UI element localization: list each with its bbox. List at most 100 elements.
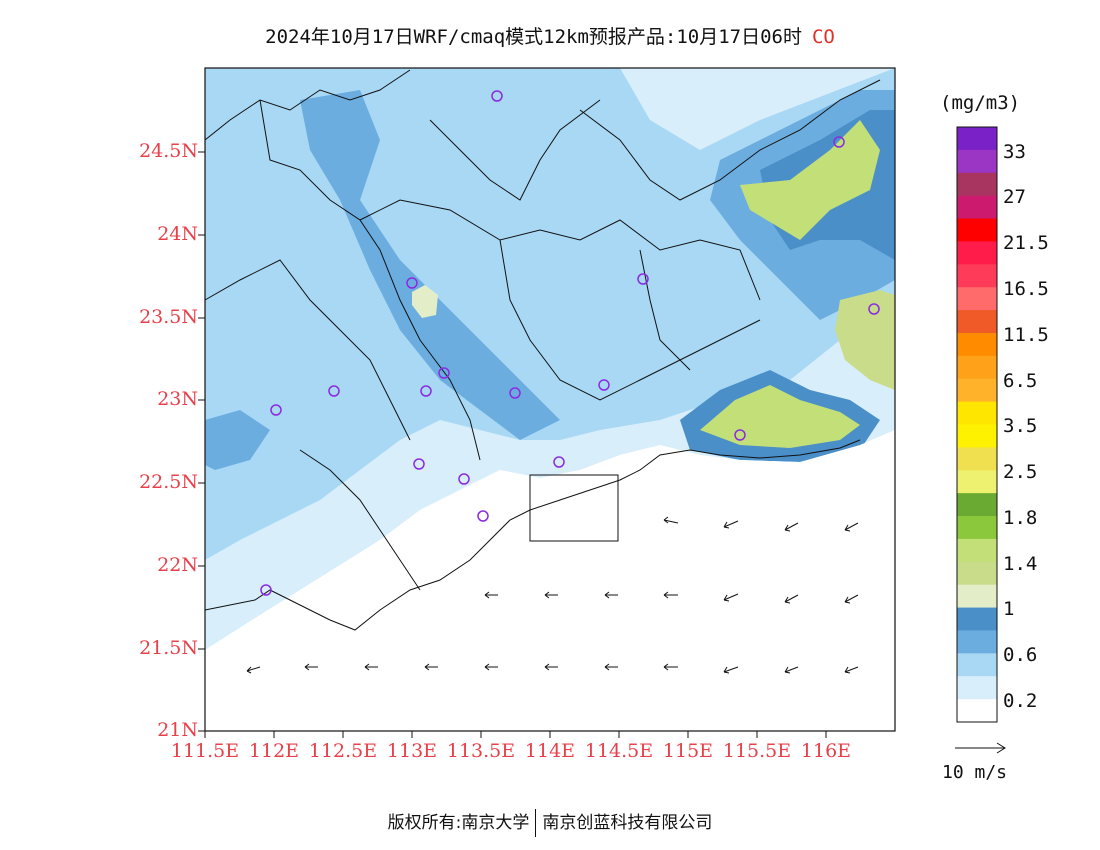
wind-arrow	[246, 666, 261, 674]
colorbar-swatch	[957, 607, 997, 631]
station-marker	[438, 367, 450, 379]
colorbar-label: 21.5	[1003, 232, 1049, 254]
colorbar-label: 1.4	[1003, 553, 1038, 575]
wind-arrow	[844, 594, 859, 604]
x-tick-label: 113E	[386, 740, 438, 762]
colorbar-swatch	[957, 127, 997, 151]
wind-arrow	[784, 522, 799, 532]
station-marker	[868, 303, 880, 315]
station-marker	[509, 387, 521, 399]
station-marker	[270, 404, 282, 416]
station-marker	[328, 385, 340, 397]
colorbar-swatch	[957, 401, 997, 425]
x-tick-label: 113.5E	[446, 740, 516, 762]
colorbar-label: 11.5	[1003, 324, 1049, 346]
station-marker	[598, 379, 610, 391]
station-marker	[553, 456, 565, 468]
wind-arrow	[784, 666, 799, 674]
station-marker	[420, 385, 432, 397]
station-marker	[458, 473, 470, 485]
colorbar-swatch	[957, 561, 997, 586]
co-field-ne-green	[740, 120, 880, 240]
sea-area	[205, 430, 895, 731]
station-marker	[413, 458, 425, 470]
station-marker	[406, 277, 418, 289]
x-tick-label: 116E	[800, 740, 852, 762]
colorbar-swatch	[957, 332, 997, 357]
co-field-west-patch	[205, 410, 270, 470]
colorbar-swatch	[957, 264, 997, 288]
wind-arrow	[844, 666, 859, 674]
footer-right: 南京创蓝科技有限公司	[542, 813, 713, 833]
hk-box	[529, 474, 619, 542]
colorbar-label: 1	[1003, 598, 1015, 620]
x-tick-label: 111.5E	[170, 740, 240, 762]
y-tick-label: 23N	[157, 388, 198, 410]
wind-arrow	[844, 522, 859, 532]
co-field-coast-green	[700, 385, 860, 448]
y-tick-label: 21N	[157, 719, 198, 741]
x-tick-label: 115.5E	[722, 740, 792, 762]
wind-arrow	[604, 591, 618, 599]
wind-legend-arrow	[955, 742, 1006, 754]
wind-arrow	[424, 663, 438, 671]
x-tick-label: 114E	[524, 740, 576, 762]
colorbar-swatch	[957, 538, 997, 563]
wind-arrow	[484, 663, 498, 671]
colorbar-swatch	[957, 241, 997, 265]
y-tick-label: 21.5N	[139, 637, 198, 659]
wind-arrow	[304, 663, 318, 671]
station-marker	[734, 429, 746, 441]
boundaries	[204, 69, 881, 591]
station-marker	[260, 584, 272, 596]
colorbar-swatch	[957, 699, 997, 723]
colorbar-label: 33	[1003, 141, 1026, 163]
colorbar-frame	[956, 126, 998, 723]
colorbar	[956, 126, 998, 723]
wind-arrow	[364, 663, 378, 671]
colorbar-swatch	[957, 378, 997, 403]
station-marker	[833, 136, 845, 148]
colorbar-swatch	[957, 470, 997, 494]
colorbar-label: 0.2	[1003, 690, 1038, 712]
wind-arrow	[484, 591, 498, 599]
x-tick-label: 114.5E	[584, 740, 654, 762]
colorbar-swatch	[957, 653, 997, 677]
map-title: 2024年10月17日WRF/cmaq模式12km预报产品:10月17日06时 C…	[0, 22, 1100, 49]
coastline	[204, 439, 861, 631]
y-tick-label: 24.5N	[139, 140, 198, 162]
colorbar-swatch	[957, 172, 997, 197]
colorbar-swatch	[957, 516, 997, 540]
colorbar-label: 16.5	[1003, 278, 1049, 300]
wind-arrow	[723, 593, 739, 602]
wind-arrow	[663, 516, 679, 524]
colorbar-unit: (mg/m3)	[940, 92, 1021, 114]
wind-arrow	[544, 591, 558, 599]
x-tick-label: 112.5E	[308, 740, 378, 762]
station-marker	[491, 90, 503, 102]
colorbar-label: 0.6	[1003, 644, 1038, 666]
colorbar-swatch	[957, 310, 997, 334]
colorbar-swatch	[957, 676, 997, 700]
map-panel	[198, 67, 896, 738]
colorbar-swatch	[957, 424, 997, 448]
colorbar-swatch	[957, 493, 997, 517]
x-tick-label: 112E	[248, 740, 300, 762]
co-field-east-green	[835, 290, 895, 390]
wind-arrow	[663, 591, 678, 599]
colorbar-label: 3.5	[1003, 415, 1038, 437]
y-tick-label: 23.5N	[139, 306, 198, 328]
colorbar-swatch	[957, 149, 997, 174]
wind-legend-label: 10 m/s	[942, 762, 1008, 783]
colorbar-label: 6.5	[1003, 370, 1038, 392]
station-marker	[637, 273, 649, 285]
copyright-footer: 版权所有:南京大学 南京创蓝科技有限公司	[0, 808, 1100, 837]
wind-arrow	[663, 663, 678, 671]
x-tick-label: 115E	[662, 740, 714, 762]
colorbar-swatch	[957, 584, 997, 609]
footer-left: 版权所有:南京大学	[387, 813, 530, 833]
wind-arrow	[604, 663, 618, 671]
wind-arrow	[723, 666, 739, 674]
y-tick-label: 22.5N	[139, 471, 198, 493]
